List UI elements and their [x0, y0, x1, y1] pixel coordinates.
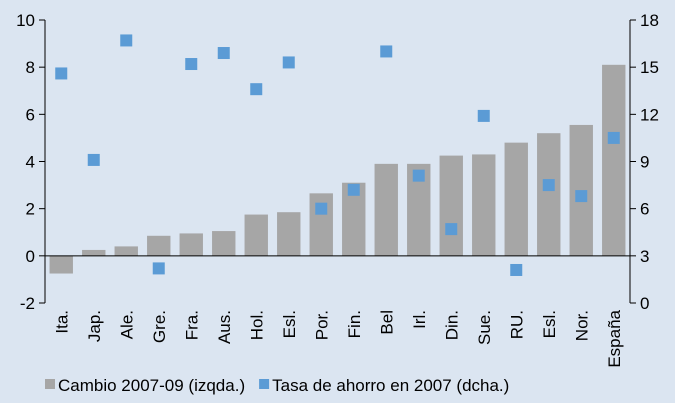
bar — [244, 214, 268, 256]
bar — [472, 154, 496, 256]
legend-label: Cambio 2007-09 (izqda.) — [58, 376, 245, 395]
marker — [477, 109, 490, 122]
x-tick-label: Ita. — [52, 310, 71, 334]
marker — [120, 34, 133, 47]
x-tick-label: Esl. — [280, 310, 299, 338]
marker — [87, 153, 100, 166]
y-tick-label: 8 — [26, 58, 35, 77]
legend-swatch — [259, 379, 270, 389]
legend-swatch — [45, 379, 55, 389]
bar — [82, 249, 106, 256]
y2-tick-label: 6 — [640, 200, 649, 219]
y-tick-label: -2 — [20, 294, 35, 313]
marker — [250, 83, 263, 96]
bar — [602, 64, 626, 256]
x-tick-label: Nor. — [572, 310, 591, 341]
y2-tick-label: 12 — [640, 105, 659, 124]
x-tick-label: Jap. — [85, 310, 104, 342]
legend-label: Tasa de ahorro en 2007 (dcha.) — [272, 376, 509, 395]
bar — [147, 235, 171, 256]
y-tick-label: 10 — [16, 11, 35, 30]
x-tick-label: Por. — [312, 310, 331, 340]
y-tick-label: 6 — [26, 105, 35, 124]
marker — [510, 263, 523, 276]
x-tick-label: Aus. — [215, 310, 234, 344]
marker — [445, 223, 458, 236]
x-tick-label: Irl. — [410, 310, 429, 329]
marker — [347, 183, 360, 196]
x-tick-label: Ale. — [117, 310, 136, 339]
x-tick-label: Sue. — [475, 310, 494, 345]
marker — [282, 56, 295, 69]
x-tick-label: Bel — [377, 310, 396, 335]
y-tick-label: 4 — [26, 153, 35, 172]
bar — [407, 163, 431, 256]
marker — [380, 45, 393, 58]
x-tick-label: Din. — [442, 310, 461, 340]
bar — [277, 212, 301, 256]
x-tick-label: Esl. — [540, 310, 559, 338]
y2-tick-label: 15 — [640, 58, 659, 77]
bar — [537, 133, 561, 256]
bar — [504, 142, 528, 256]
marker — [412, 169, 425, 182]
marker — [185, 58, 198, 71]
bar — [212, 231, 236, 256]
marker — [217, 47, 230, 60]
bar — [179, 233, 203, 256]
y2-tick-label: 3 — [640, 247, 649, 266]
bar — [439, 155, 463, 256]
x-tick-label: España — [605, 309, 624, 367]
x-tick-label: Fra. — [182, 310, 201, 340]
y-tick-label: 2 — [26, 200, 35, 219]
bar — [374, 163, 398, 256]
y2-tick-label: 9 — [640, 153, 649, 172]
bar — [49, 255, 73, 274]
y2-tick-label: 18 — [640, 11, 659, 30]
marker — [575, 190, 588, 203]
x-tick-label: Hol. — [247, 310, 266, 340]
marker — [542, 179, 555, 192]
x-tick-label: Gre. — [150, 310, 169, 343]
y2-tick-label: 0 — [640, 294, 649, 313]
x-tick-label: RU. — [507, 310, 526, 339]
marker — [55, 67, 68, 80]
y-tick-label: 0 — [26, 247, 35, 266]
marker — [315, 202, 328, 215]
marker — [152, 262, 165, 275]
x-tick-label: Fin. — [345, 310, 364, 338]
marker — [607, 131, 620, 144]
bar — [342, 182, 366, 256]
bar — [114, 246, 138, 256]
